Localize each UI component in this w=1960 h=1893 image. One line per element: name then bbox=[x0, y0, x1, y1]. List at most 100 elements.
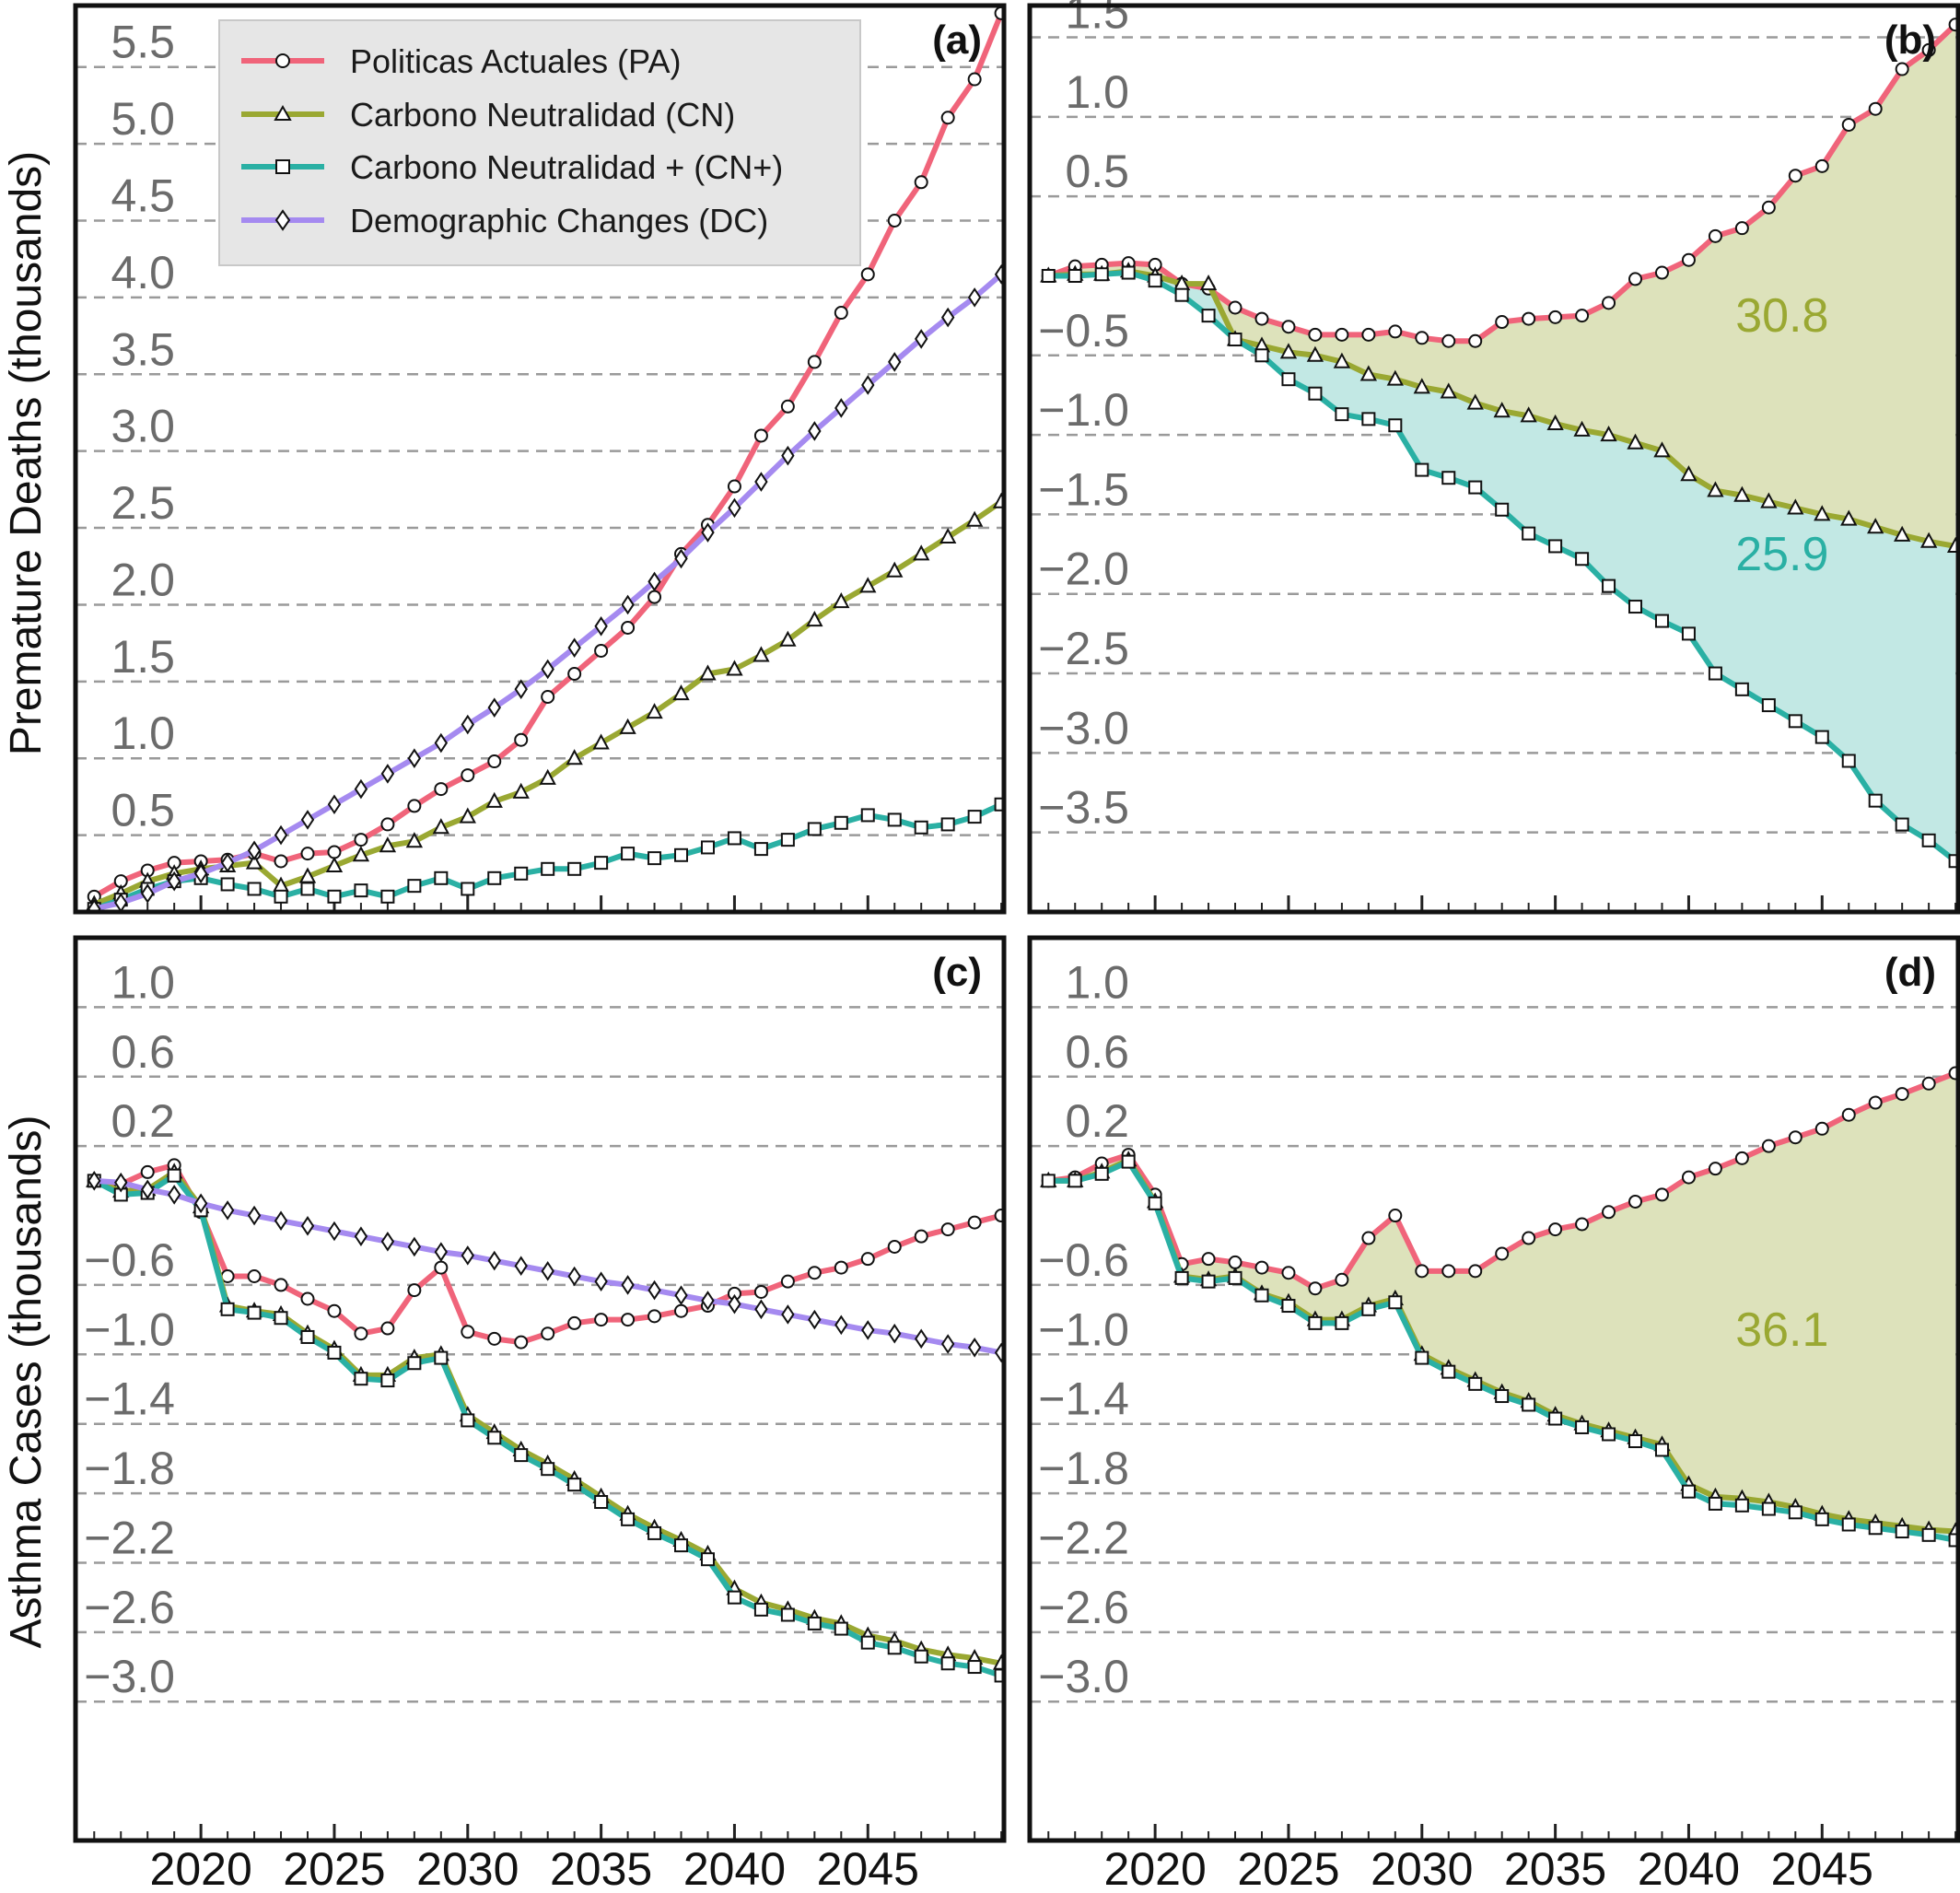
point-pa bbox=[1548, 310, 1563, 324]
point-cn bbox=[1733, 485, 1751, 502]
point-carbono-neutralidad-cn bbox=[700, 840, 715, 855]
panel-d-tag: (d) bbox=[1884, 950, 1936, 995]
point-carbono-neutralidad-cn bbox=[752, 646, 770, 662]
point-cn bbox=[1654, 613, 1669, 628]
point-demographic-changes-dc bbox=[300, 810, 315, 830]
point-pa bbox=[434, 1260, 449, 1275]
point-pa bbox=[1681, 252, 1696, 267]
point-politicas-actuales-pa bbox=[914, 175, 928, 190]
point-dc bbox=[967, 1337, 982, 1358]
y-tick-label: 0.5 bbox=[1065, 146, 1129, 197]
point-cn bbox=[1708, 1496, 1722, 1511]
point-carbono-neutralidad-cn bbox=[887, 812, 902, 827]
point-carbono-neutralidad-cn bbox=[352, 846, 370, 862]
series-cn bbox=[86, 1163, 1004, 1670]
point-cn bbox=[1680, 465, 1698, 482]
point-cn bbox=[1841, 1517, 1856, 1532]
point-carbono-neutralidad-cn bbox=[913, 544, 930, 561]
point-cn bbox=[1361, 412, 1376, 427]
point-pa bbox=[1495, 315, 1510, 330]
point-carbono-neutralidad-cn bbox=[247, 882, 262, 896]
point-cn bbox=[354, 1372, 368, 1386]
y-tick-label: 1.5 bbox=[111, 631, 175, 683]
point-cn bbox=[834, 1621, 848, 1636]
point-carbono-neutralidad-cn bbox=[407, 879, 422, 894]
point-cn bbox=[1228, 333, 1242, 347]
y-tick-label: 2.0 bbox=[111, 554, 175, 605]
point-cn bbox=[1602, 578, 1616, 593]
point-cn bbox=[700, 1552, 715, 1567]
point-carbono-neutralidad-cn bbox=[779, 630, 797, 647]
point-dc bbox=[541, 1261, 554, 1281]
point-cn bbox=[1388, 418, 1403, 433]
point-carbono-neutralidad-cn bbox=[994, 797, 1004, 812]
point-cn bbox=[914, 1649, 928, 1664]
point-pa bbox=[1708, 228, 1722, 243]
point-carbono-neutralidad-cn bbox=[594, 856, 609, 871]
point-cn bbox=[1946, 536, 1958, 553]
point-pa bbox=[1895, 62, 1909, 76]
point-pa bbox=[1761, 200, 1776, 215]
point-cn bbox=[1788, 1505, 1802, 1520]
legend-marker-cnplus bbox=[275, 159, 290, 174]
x-tick-label: 2040 bbox=[1638, 1843, 1740, 1893]
point-pa bbox=[648, 1309, 662, 1324]
point-cn bbox=[407, 1356, 422, 1371]
plot-frame bbox=[73, 3, 1007, 915]
point-pa bbox=[1654, 1187, 1669, 1202]
point-cn bbox=[621, 1512, 636, 1526]
point-pa bbox=[1228, 300, 1242, 315]
point-cn bbox=[1868, 1521, 1883, 1536]
y-tick-label: 5.0 bbox=[111, 93, 175, 145]
point-pa bbox=[1361, 327, 1376, 342]
x-tick-label: 2020 bbox=[1104, 1843, 1207, 1893]
point-cn bbox=[594, 1495, 609, 1509]
point-carbono-neutralidad-cn bbox=[965, 510, 984, 527]
point-carbono-neutralidad-cn bbox=[325, 856, 344, 872]
point-cn bbox=[1121, 265, 1136, 280]
point-carbono-neutralidad-cn bbox=[354, 883, 368, 898]
point-pa bbox=[1415, 1264, 1429, 1279]
y-tick-label: 3.5 bbox=[111, 323, 175, 375]
plot-frame bbox=[1027, 935, 1960, 1843]
point-cn bbox=[1228, 1270, 1242, 1285]
point-cn bbox=[1493, 402, 1511, 418]
point-cn bbox=[1548, 539, 1563, 554]
y-tick-label: 0.6 bbox=[111, 1026, 175, 1078]
point-demographic-changes-dc bbox=[327, 794, 342, 815]
point-dc bbox=[380, 1232, 395, 1252]
point-cn bbox=[1201, 309, 1216, 323]
point-politicas-actuales-pa bbox=[621, 620, 636, 635]
point-carbono-neutralidad-cn bbox=[699, 664, 717, 681]
point-cn bbox=[1520, 406, 1537, 423]
point-cn bbox=[1867, 518, 1884, 534]
point-pa bbox=[274, 1278, 288, 1292]
fill-cn-cn bbox=[1048, 271, 1956, 861]
y-tick-label: −1.4 bbox=[1038, 1373, 1129, 1425]
point-carbono-neutralidad-cn bbox=[780, 833, 795, 847]
series-pa bbox=[1041, 18, 1958, 348]
point-carbono-neutralidad-cn bbox=[567, 861, 582, 876]
point-pa bbox=[541, 1326, 555, 1341]
y-axis-label-bottom: Asthma Cases (thousands) bbox=[2, 1116, 51, 1649]
area-total-label: 36.1 bbox=[1735, 1303, 1828, 1357]
point-cn bbox=[1041, 1174, 1056, 1188]
point-demographic-changes-dc bbox=[648, 571, 661, 592]
point-carbono-neutralidad-cn bbox=[327, 889, 342, 904]
point-carbono-neutralidad-cn bbox=[592, 733, 610, 750]
point-cn bbox=[1386, 369, 1404, 386]
point-cn bbox=[1921, 833, 1936, 847]
point-pa bbox=[834, 1260, 848, 1275]
point-pa bbox=[1761, 1139, 1776, 1153]
point-demographic-changes-dc bbox=[861, 375, 875, 395]
point-demographic-changes-dc bbox=[728, 497, 741, 519]
point-pa bbox=[1495, 1246, 1510, 1261]
point-pa bbox=[1228, 1255, 1242, 1269]
legend-label-dc: Demographic Changes (DC) bbox=[350, 202, 768, 240]
point-carbono-neutralidad-cn bbox=[646, 703, 663, 719]
point-pa bbox=[594, 1313, 609, 1327]
point-dc bbox=[461, 1245, 474, 1266]
y-tick-label: −2.5 bbox=[1038, 623, 1129, 674]
point-cn bbox=[1948, 854, 1958, 869]
